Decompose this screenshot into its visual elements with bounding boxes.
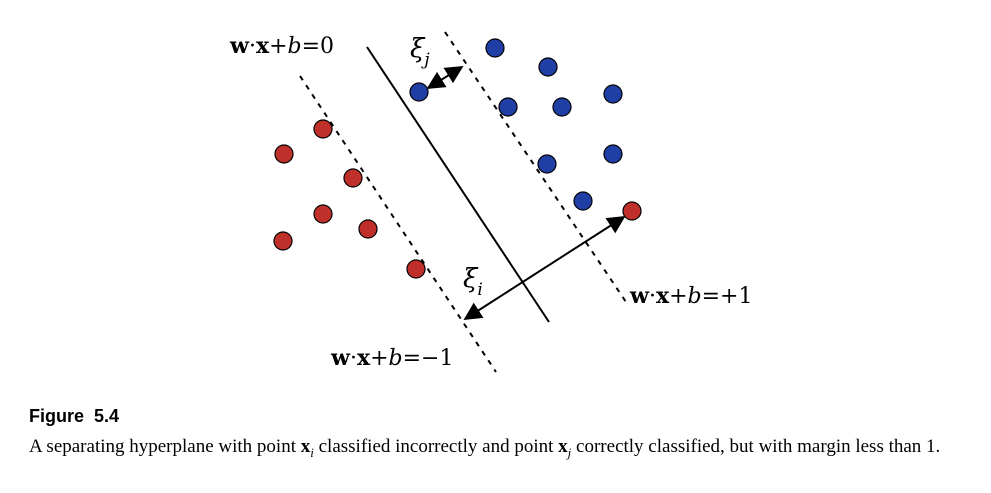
blue-point [552, 97, 572, 117]
blue-point [498, 97, 518, 117]
label-margin-negative: w·x+b=−1 [330, 345, 453, 371]
caption-x-j: x [558, 436, 568, 457]
figure-title: Figure 5.4 [29, 406, 120, 426]
blue-point [537, 154, 557, 174]
slack-arrow-j [426, 66, 464, 89]
label-hyperplane: w·x+b=0 [229, 33, 334, 59]
caption-part-2: classified incorrectly and point [313, 436, 559, 457]
caption-x-j-sub: j [567, 444, 572, 460]
blue-point [485, 38, 505, 58]
blue-point [603, 84, 623, 104]
negative-class-points [273, 119, 642, 279]
red-point [406, 259, 426, 279]
blue-point [538, 57, 558, 77]
red-point [622, 201, 642, 221]
caption-part-3: correctly classified, but with margin le… [571, 436, 941, 457]
blue-point [603, 144, 623, 164]
red-point [343, 168, 363, 188]
blue-point [409, 82, 429, 102]
slack-arrow-i [463, 216, 626, 320]
red-point [358, 219, 378, 239]
label-margin-positive: w·x+b=+1 [629, 283, 752, 309]
red-point [313, 119, 333, 139]
caption-x-i-sub: i [310, 444, 314, 460]
separating-hyperplane [366, 46, 550, 323]
red-point [273, 231, 293, 251]
blue-point [573, 191, 593, 211]
label-xi-j: ξj [410, 34, 430, 70]
caption-part-1: A separating hyperplane with point [29, 436, 301, 457]
red-point [274, 144, 294, 164]
figure-caption: A separating hyperplane with point xi cl… [29, 434, 984, 465]
margin-line-positive [444, 31, 627, 303]
margin-line-negative [299, 75, 497, 373]
positive-class-points [409, 38, 623, 211]
red-point [313, 204, 333, 224]
label-xi-i: ξi [463, 264, 483, 300]
svm-hyperplane-figure: w·x+b=0 w·x+b=+1 w·x+b=−1 ξj ξi [229, 31, 752, 373]
caption-x-i: x [300, 436, 311, 457]
